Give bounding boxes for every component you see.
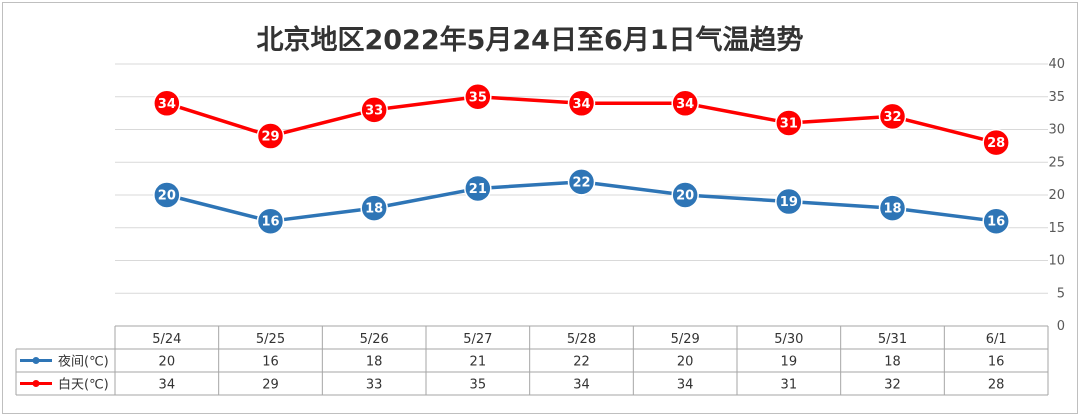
table-cell: 34 [677,378,694,393]
data-label: 34 [676,97,694,112]
y-tick-label: 30 [1048,123,1065,138]
data-label: 21 [469,182,487,197]
x-tick-label: 5/31 [878,332,907,347]
table-cell: 22 [573,355,590,370]
y-tick-label: 25 [1048,155,1065,170]
table-cell: 20 [677,355,694,370]
table-cell: 28 [988,378,1005,393]
y-tick-label: 15 [1048,221,1065,236]
data-label: 28 [987,136,1005,151]
table-cell: 18 [884,355,901,370]
data-label: 22 [572,175,590,190]
x-tick-label: 5/27 [463,332,492,347]
y-tick-label: 0 [1057,319,1065,334]
y-tick-label: 40 [1048,57,1065,72]
x-tick-label: 5/28 [567,332,596,347]
y-tick-label: 10 [1048,254,1065,269]
legend-marker [33,357,40,364]
data-label: 20 [676,189,694,204]
x-tick-label: 6/1 [986,332,1007,347]
data-label: 32 [883,110,901,125]
x-tick-label: 5/29 [671,332,700,347]
table-cell: 34 [159,378,176,393]
table-cell: 16 [262,355,279,370]
data-label: 33 [365,103,383,118]
table-cell: 35 [470,378,487,393]
table-cell: 18 [366,355,383,370]
table-cell: 20 [159,355,176,370]
data-label: 35 [469,90,487,105]
data-label: 16 [261,215,279,230]
table-cell: 16 [988,355,1005,370]
x-tick-label: 5/24 [152,332,181,347]
legend-label: 白天(℃) [58,377,109,393]
data-label: 18 [365,202,383,217]
y-tick-label: 20 [1048,188,1065,203]
x-tick-label: 5/25 [256,332,285,347]
legend-label: 夜间(℃) [58,355,109,370]
data-label: 19 [780,195,798,210]
y-tick-label: 35 [1048,90,1065,105]
table-cell: 33 [366,378,383,393]
table-cell: 32 [884,378,901,393]
table-cell: 19 [781,355,798,370]
table-cell: 34 [573,378,590,393]
data-label: 20 [158,189,176,204]
table-cell: 21 [470,355,487,370]
data-label: 34 [158,97,176,112]
data-label: 34 [572,97,590,112]
data-label: 31 [780,116,798,131]
legend-marker [33,380,40,387]
data-label: 29 [261,130,279,145]
data-label: 18 [883,202,901,217]
x-tick-label: 5/26 [360,332,389,347]
table-cell: 29 [262,378,279,393]
x-tick-label: 5/30 [774,332,803,347]
table-cell: 31 [781,378,798,393]
data-label: 16 [987,215,1005,230]
y-tick-label: 5 [1057,286,1065,301]
